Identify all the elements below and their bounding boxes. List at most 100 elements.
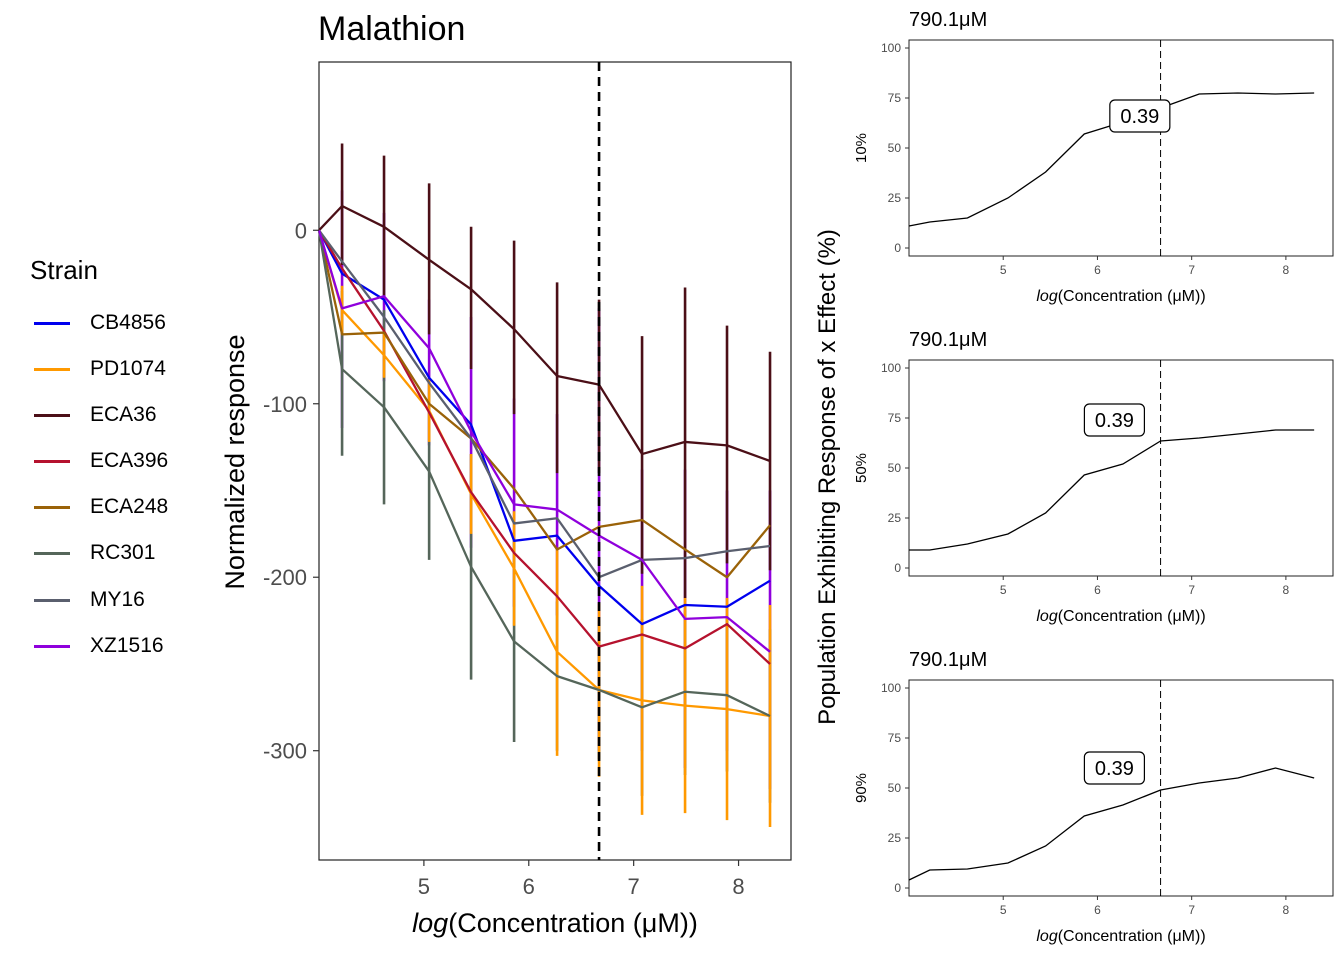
side-panel-90-percent: 790.1μM 0 25 50 75 100 5 6 7 8 90% log(Concentratio…	[853, 649, 1334, 945]
y-tick-label: 0	[894, 241, 901, 255]
legend-label: CB4856	[90, 311, 166, 334]
legend-label: XZ1516	[90, 634, 164, 657]
main-chart: 5 6 7 8 0 -100 -200 -300	[263, 61, 792, 899]
x-tick-label: 8	[1283, 263, 1290, 277]
panel-x-axis-label: log(Concentration (μM))	[1036, 928, 1205, 945]
legend-label: PD1074	[90, 357, 166, 380]
x-tick-label: 5	[1000, 583, 1007, 597]
panel-frame	[908, 679, 1334, 897]
legend-label: RC301	[90, 541, 156, 564]
response-line	[908, 92, 1315, 227]
panel-frame	[908, 39, 1334, 257]
x-tick-label: 7	[628, 874, 640, 899]
x-tick-label: 5	[1000, 903, 1007, 917]
panel-x-axis-label-rest: (Concentration (μM))	[1058, 928, 1206, 945]
annotation-label: 0.39	[1095, 758, 1134, 780]
legend-label: ECA36	[90, 403, 157, 426]
legend-item-my16: MY16	[34, 588, 145, 612]
legend-swatch	[34, 367, 70, 371]
x-tick-label: 6	[523, 874, 535, 899]
panel-x-axis-label-log: log	[1036, 928, 1057, 945]
legend-label: ECA248	[90, 495, 169, 518]
panel-x-axis-label-log: log	[1036, 608, 1057, 625]
annotation-label: 0.39	[1095, 410, 1134, 432]
side-shared-y-axis-label: Population Exhibiting Response of x Effe…	[814, 229, 841, 725]
annotation-box	[1083, 751, 1146, 785]
legend-item-eca248: ECA248	[34, 495, 168, 519]
main-x-axis-label: log(Concentration (μM))	[412, 908, 698, 938]
y-tick-label: 25	[888, 511, 902, 525]
x-tick-label: 5	[418, 874, 430, 899]
y-tick-label: -100	[263, 392, 307, 417]
annotation-label: 0.39	[1120, 106, 1159, 128]
y-tick-label: 0	[894, 561, 901, 575]
y-tick-label: 100	[881, 41, 901, 55]
series-line-pd1074	[317, 229, 771, 718]
series-line-rc301	[317, 230, 771, 718]
series-line-eca396	[318, 229, 771, 665]
panel-x-axis-label: log(Concentration (μM))	[1036, 288, 1205, 305]
main-y-axis-label: Normalized response	[220, 334, 250, 589]
y-tick-label: 75	[888, 91, 902, 105]
x-tick-label: 7	[1188, 903, 1195, 917]
response-line	[908, 767, 1315, 881]
legend-swatch	[34, 321, 70, 325]
panel-x-axis-label-log: log	[1036, 288, 1057, 305]
series-line-eca248	[317, 230, 771, 579]
panel-x-axis-label: log(Concentration (μM))	[1036, 608, 1205, 625]
panel-y-axis-label: 90%	[853, 773, 870, 803]
legend-swatch	[34, 413, 70, 417]
panel-y-axis-label: 50%	[853, 453, 870, 483]
y-tick-label: 75	[888, 411, 902, 425]
panel-x-axis-label-rest: (Concentration (μM))	[1058, 288, 1206, 305]
side-panel-10-percent: 790.1μM 0 25 50 75 100 5 6 7 8 10% log(Concentratio…	[853, 9, 1334, 305]
annotation-box	[1109, 99, 1171, 133]
y-tick-label: 50	[888, 141, 902, 155]
series-line-cb4856	[317, 229, 771, 626]
x-tick-label: 5	[1000, 263, 1007, 277]
x-tick-label: 8	[1283, 903, 1290, 917]
x-tick-label: 6	[1094, 903, 1101, 917]
y-tick-label: 100	[881, 681, 901, 695]
legend-swatch	[34, 551, 70, 555]
panel-title: 790.1μM	[909, 649, 987, 671]
main-plot-frame	[318, 61, 792, 861]
panel-y-axis-label: 10%	[853, 133, 870, 163]
legend-swatch	[34, 644, 70, 648]
legend-item-xz1516: XZ1516	[34, 634, 164, 658]
legend-item-eca396: ECA396	[34, 449, 168, 473]
y-tick-label: 50	[888, 781, 902, 795]
legend-item-cb4856: CB4856	[34, 311, 166, 335]
panel-frame	[908, 359, 1334, 577]
annotation-box	[1083, 403, 1146, 437]
y-tick-label: 0	[894, 881, 901, 895]
main-x-axis-label-rest: (Concentration (μM))	[448, 908, 698, 938]
y-tick-label: 0	[295, 218, 307, 243]
x-tick-label: 6	[1094, 263, 1101, 277]
legend-title: Strain	[30, 255, 98, 285]
panel-title: 790.1μM	[909, 329, 987, 351]
main-x-axis-label-log: log	[412, 908, 448, 938]
panel-x-axis-label-rest: (Concentration (μM))	[1058, 608, 1206, 625]
legend-label: ECA396	[90, 449, 169, 472]
legend-item-pd1074: PD1074	[34, 357, 166, 381]
x-tick-label: 8	[1283, 583, 1290, 597]
legend-swatch	[34, 598, 70, 602]
x-tick-label: 8	[732, 874, 744, 899]
y-tick-label: 100	[881, 361, 901, 375]
series-line-eca36	[318, 204, 771, 463]
x-tick-label: 6	[1094, 583, 1101, 597]
legend-label: MY16	[90, 588, 145, 611]
x-tick-label: 7	[1188, 583, 1195, 597]
y-tick-label: 25	[888, 831, 902, 845]
y-tick-label: 75	[888, 731, 902, 745]
y-tick-label: 50	[888, 461, 902, 475]
y-tick-label: -200	[263, 565, 307, 590]
main-chart-title: Malathion	[318, 10, 465, 48]
y-tick-label: 25	[888, 191, 902, 205]
panel-title: 790.1μM	[909, 9, 987, 31]
series-line-my16	[318, 229, 771, 579]
x-tick-label: 7	[1188, 263, 1195, 277]
side-panel-50-percent: 790.1μM 0 25 50 75 100 5 6 7 8 50% log(Concentratio…	[853, 329, 1334, 625]
